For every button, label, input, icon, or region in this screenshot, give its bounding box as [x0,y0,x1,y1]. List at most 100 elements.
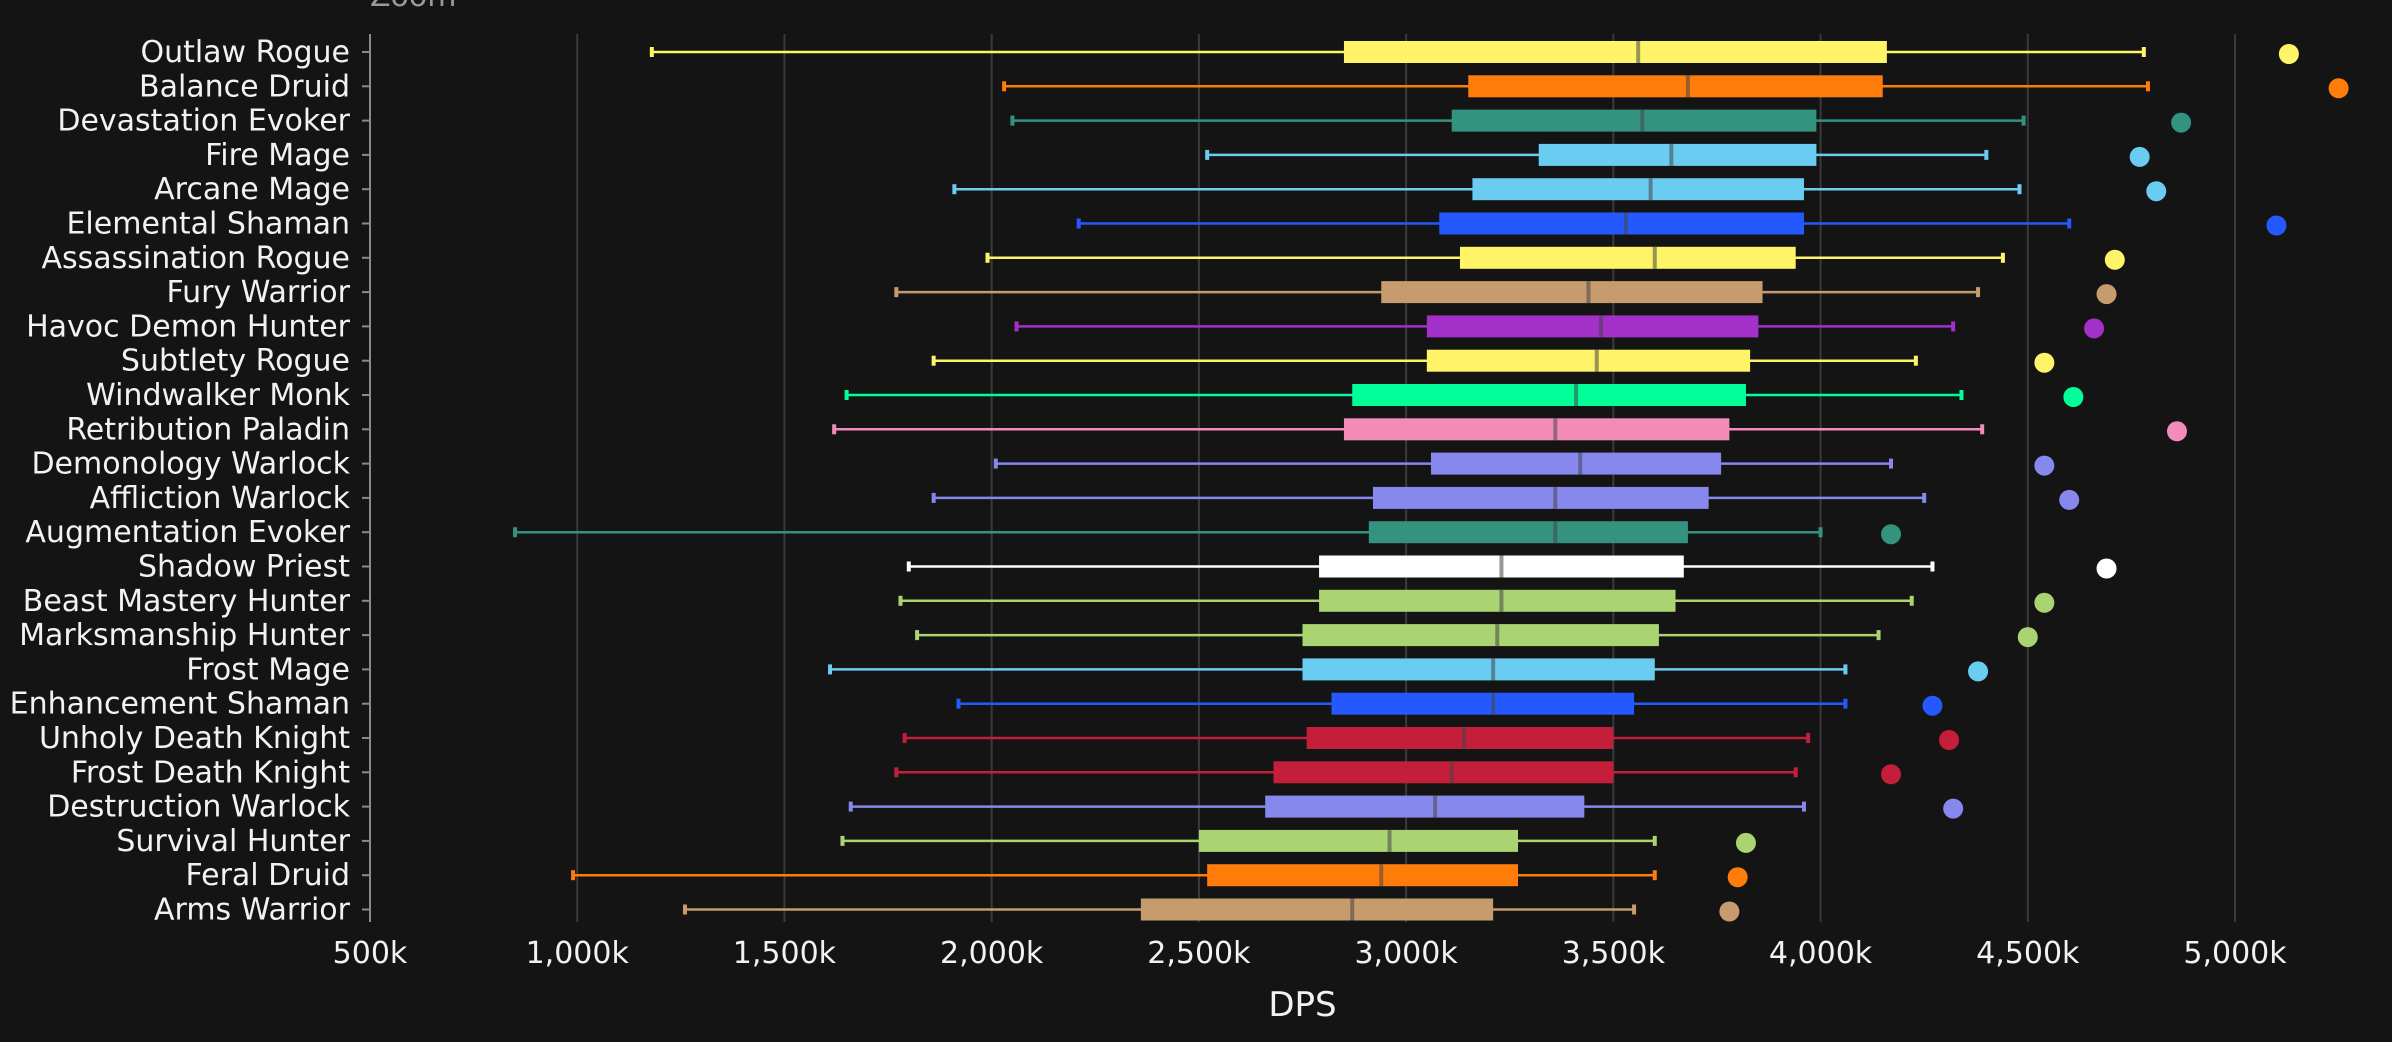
category-label: Augmentation Evoker [25,515,350,550]
iqr-box [1439,212,1804,235]
category-label: Outlaw Rogue [140,35,350,70]
outlier-point [2034,592,2055,613]
iqr-box [1207,864,1519,887]
box-4 [952,178,2167,202]
outlier-point [1943,798,1964,819]
category-label: Balance Druid [139,69,350,104]
category-label: Windwalker Monk [86,378,351,413]
x-tick-label: 1,000k [526,936,630,971]
category-label: Affliction Warlock [90,481,351,516]
outlier-point [1881,764,1902,785]
outlier-point [2266,215,2287,236]
outlier-point [2328,78,2349,99]
outlier-point [1968,661,1989,682]
x-tick-label: 5,000k [2183,936,2287,971]
category-label: Beast Mastery Hunter [23,584,351,619]
box-9 [931,349,2055,373]
outlier-point [2017,627,2038,648]
iqr-box [1451,109,1817,132]
x-tick-label: 3,500k [1562,936,1666,971]
outlier-point [1922,695,1943,716]
y-axis [362,34,371,922]
iqr-box [1352,384,1746,406]
outlier-point [2129,146,2150,167]
x-tick-label: 4,500k [1976,936,2080,971]
category-label: Subtlety Rogue [121,344,350,379]
x-tick-label: 2,000k [940,936,1044,971]
outlier-point [2034,352,2055,373]
category-label: Assassination Rogue [41,241,350,276]
category-label: Havoc Demon Hunter [26,309,351,344]
category-label: Frost Death Knight [71,755,350,790]
x-tick-label: 3,000k [1354,936,1458,971]
outlier-point [2059,489,2080,510]
x-axis-tick-labels: 500k 1,000k 1,500k 2,000k 2,500k 3,000k 3,500k… [333,936,2288,971]
iqr-box [1343,41,1887,63]
box-6 [985,246,2125,270]
outlier-point [1881,524,1902,545]
iqr-box [1198,829,1519,852]
x-tick-label: 4,000k [1769,936,1873,971]
box-25 [682,898,1740,922]
outlier-point [2146,181,2167,202]
outlier-point [2063,387,2084,407]
iqr-box [1430,452,1722,475]
box-19 [956,692,1943,716]
iqr-box [1302,658,1655,681]
outlier-point [2278,44,2299,64]
box-17 [915,624,2038,648]
category-label: Unholy Death Knight [39,721,350,756]
box-12 [993,452,2055,476]
category-label: Feral Druid [186,858,351,893]
outlier-point [2096,558,2117,579]
category-label: Devastation Evoker [57,104,350,139]
box-13 [931,486,2080,510]
box-24 [571,864,1748,888]
iqr-box [1426,315,1759,338]
grid-lines [576,34,2236,922]
outlier-point [2166,421,2187,442]
outlier-point [1939,730,1960,750]
box-2 [1010,109,2192,133]
category-label: Retribution Paladin [66,412,350,447]
box-11 [832,418,2187,442]
category-label: Fire Mage [205,138,350,173]
iqr-box [1368,521,1688,544]
outlier-point [2084,318,2105,339]
category-label: Enhancement Shaman [10,687,350,722]
box-1 [1002,75,2349,99]
outlier-point [2104,249,2125,270]
iqr-box [1372,486,1709,509]
x-tick-label: 500k [333,936,408,971]
iqr-box [1343,418,1730,441]
box-18 [828,658,1989,682]
x-axis-title: DPS [1268,985,1336,1025]
iqr-box [1538,143,1817,166]
outlier-point [1727,867,1748,888]
x-tick-label: 2,500k [1147,936,1251,971]
zoom-label[interactable]: Zoom [370,0,456,14]
iqr-box [1426,349,1751,372]
category-label: Demonology Warlock [31,447,350,482]
iqr-box [1273,761,1614,784]
category-label: Destruction Warlock [47,790,350,825]
iqr-box [1381,281,1763,304]
box-22 [848,795,1964,819]
outlier-point [2034,455,2055,476]
category-label: Shadow Priest [138,550,350,585]
box-5 [1076,212,2287,236]
iqr-box [1459,246,1796,269]
iqr-box [1306,727,1614,749]
outlier-point [1735,832,1756,853]
box-23 [840,829,1756,853]
category-label: Fury Warrior [166,275,350,310]
box-8 [1014,315,2105,339]
boxes [513,41,2349,922]
iqr-box [1265,795,1585,818]
box-0 [649,41,2299,64]
iqr-box [1319,589,1676,612]
iqr-box [1331,692,1635,715]
category-label: Elemental Shaman [66,207,350,242]
box-16 [898,589,2055,613]
